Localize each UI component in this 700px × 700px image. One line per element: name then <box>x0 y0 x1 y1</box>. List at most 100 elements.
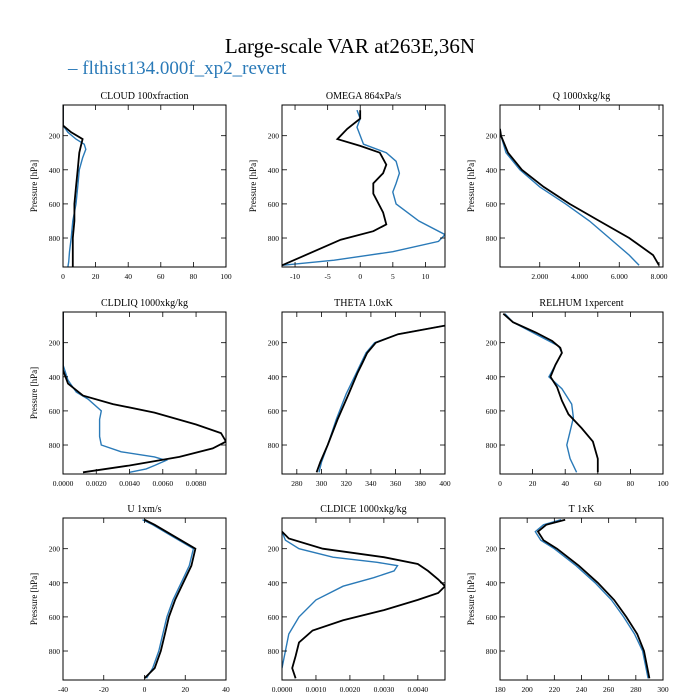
x-tick-label: 60 <box>594 479 602 488</box>
y-tick-label: 400 <box>49 579 61 588</box>
x-tick-label: 220 <box>549 685 561 694</box>
x-tick-label: 40 <box>561 479 569 488</box>
x-tick-label: 340 <box>365 479 377 488</box>
x-tick-label: 260 <box>603 685 615 694</box>
y-tick-label: 200 <box>486 339 498 348</box>
x-tick-label: 0.0000 <box>53 479 74 488</box>
y-axis-label: Pressure [hPa] <box>29 573 39 625</box>
y-tick-label: 600 <box>486 613 498 622</box>
series-line-reference <box>63 312 226 474</box>
x-tick-label: 8.000 <box>651 272 668 281</box>
plot-frame <box>62 311 227 475</box>
x-tick-label: 0 <box>498 479 502 488</box>
x-tick-label: -20 <box>99 685 109 694</box>
x-tick-label: 4.000 <box>571 272 588 281</box>
x-tick-label: 200 <box>522 685 534 694</box>
y-tick-label: 600 <box>268 200 280 209</box>
plot-frame <box>499 311 664 475</box>
plot-frame <box>281 311 446 475</box>
y-tick-label: 600 <box>49 613 61 622</box>
x-tick-label: 0.0060 <box>152 479 173 488</box>
y-tick-label: 200 <box>49 339 61 348</box>
series-line-test <box>504 313 578 473</box>
subplot-6: U 1xm/s Pressure [hPa] -40 -20 0 20 40 200 400 60… <box>29 504 230 694</box>
x-tick-label: 20 <box>182 685 190 694</box>
panel-title: CLDLIQ 1000xkg/kg <box>101 298 188 309</box>
x-tick-label: 0.0020 <box>340 685 361 694</box>
y-tick-label: 600 <box>268 613 280 622</box>
x-tick-label: -40 <box>58 685 68 694</box>
y-tick-label: 600 <box>49 200 61 209</box>
x-tick-label: 0.0020 <box>86 479 107 488</box>
series-line-test <box>500 128 640 266</box>
y-tick-label: 400 <box>49 373 61 382</box>
subplot-0: CLOUD 100xfraction Pressure [hPa] 0 20 40 60 8… <box>29 91 232 281</box>
y-tick-label: 400 <box>268 373 280 382</box>
series-line-test <box>282 109 445 266</box>
y-axis-label: Pressure [hPa] <box>29 160 39 212</box>
subplot-2: Q 1000xkg/kg Pressure [hPa] 2.000 4.000 6.00… <box>466 91 668 281</box>
plot-frame <box>62 517 227 681</box>
x-tick-label: -5 <box>325 272 331 281</box>
y-tick-label: 400 <box>486 166 498 175</box>
panel-title: Q 1000xkg/kg <box>553 91 611 102</box>
y-tick-label: 400 <box>486 579 498 588</box>
y-axis-label: Pressure [hPa] <box>248 160 258 212</box>
y-tick-label: 400 <box>268 579 280 588</box>
y-tick-label: 800 <box>486 441 498 450</box>
x-tick-label: 0.0010 <box>306 685 327 694</box>
y-tick-label: 400 <box>49 166 61 175</box>
panel-title: T 1xK <box>569 504 595 515</box>
panel-title: THETA 1.0xK <box>334 298 393 309</box>
x-tick-label: -10 <box>290 272 300 281</box>
panel-title: U 1xm/s <box>127 504 161 515</box>
series-line-test <box>318 324 445 473</box>
series-line-reference <box>282 530 445 679</box>
subplot-4: THETA 1.0xK 280 300 320 340 360 380 400 200 400 60… <box>268 298 451 488</box>
y-axis-label: Pressure [hPa] <box>29 367 39 419</box>
y-tick-label: 800 <box>49 234 61 243</box>
y-tick-label: 600 <box>486 200 498 209</box>
x-tick-label: 0 <box>143 685 147 694</box>
y-tick-label: 600 <box>268 407 280 416</box>
y-tick-label: 200 <box>486 545 498 554</box>
x-tick-label: 320 <box>341 479 353 488</box>
x-tick-label: 0.0030 <box>374 685 395 694</box>
x-tick-label: 280 <box>630 685 642 694</box>
y-tick-label: 800 <box>49 647 61 656</box>
plot-frame <box>499 517 664 681</box>
plot-frame <box>499 104 664 268</box>
series-line-reference <box>500 128 660 266</box>
x-tick-label: 40 <box>124 272 132 281</box>
series-line-reference <box>536 518 651 679</box>
y-tick-label: 800 <box>486 647 498 656</box>
series-line-reference <box>502 313 599 473</box>
x-tick-label: 0 <box>358 272 362 281</box>
panel-title: CLOUD 100xfraction <box>100 91 188 102</box>
subplot-7: CLDICE 1000xkg/kg 0.0000 0.0010 0.0020 0.003… <box>268 504 446 694</box>
y-tick-label: 200 <box>49 132 61 141</box>
y-tick-label: 600 <box>486 407 498 416</box>
x-tick-label: 2.000 <box>531 272 548 281</box>
x-tick-label: 20 <box>92 272 100 281</box>
y-axis-label: Pressure [hPa] <box>466 160 476 212</box>
legend-line-marker: – <box>68 58 83 79</box>
y-tick-label: 800 <box>268 647 280 656</box>
x-tick-label: 300 <box>316 479 328 488</box>
y-tick-label: 200 <box>268 132 280 141</box>
y-tick-label: 200 <box>486 132 498 141</box>
y-tick-label: 200 <box>268 339 280 348</box>
x-tick-label: 300 <box>657 685 669 694</box>
x-tick-label: 100 <box>657 479 669 488</box>
legend: – flthist134.000f_xp2_revert <box>68 58 286 80</box>
x-tick-label: 0.0040 <box>119 479 140 488</box>
x-tick-label: 20 <box>529 479 537 488</box>
legend-label: flthist134.000f_xp2_revert <box>82 58 287 79</box>
subplot-8: T 1xK Pressure [hPa] 180 200 220 240 260 280 300… <box>466 504 669 694</box>
subplot-5: RELHUM 1xpercent 0 20 40 60 80 100 200 400 600 800 <box>486 298 669 488</box>
panel-title: CLDICE 1000xkg/kg <box>320 504 406 515</box>
plot-frame <box>281 517 446 681</box>
x-tick-label: 400 <box>439 479 451 488</box>
y-tick-label: 400 <box>268 166 280 175</box>
x-tick-label: 0.0040 <box>408 685 429 694</box>
